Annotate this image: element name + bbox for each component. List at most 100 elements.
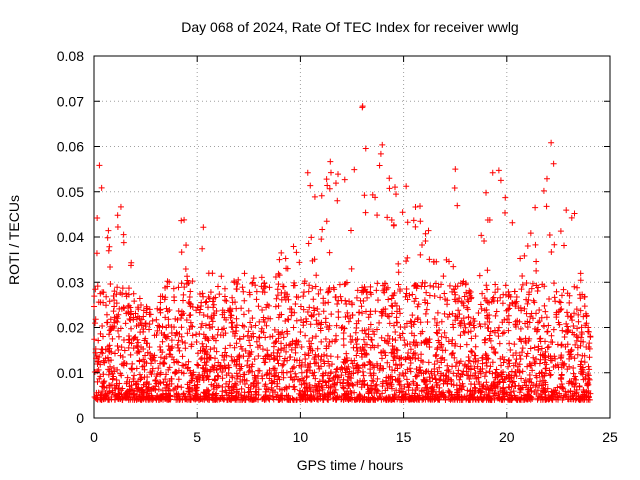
roti-point [238, 385, 245, 392]
roti-point [325, 396, 332, 403]
roti-point [368, 336, 375, 343]
roti-point [120, 336, 127, 343]
roti-point [159, 387, 166, 394]
roti-point [309, 285, 316, 292]
roti-point [283, 265, 290, 272]
roti-point [254, 344, 261, 351]
roti-point [287, 374, 294, 381]
roti-point [578, 370, 585, 377]
roti-point [415, 301, 422, 308]
roti-point [545, 343, 552, 350]
roti-point [215, 283, 222, 290]
roti-point [219, 392, 226, 399]
roti-point [248, 323, 255, 330]
roti-point [566, 299, 573, 306]
roti-point [431, 361, 438, 368]
roti-point [479, 360, 486, 367]
roti-point [384, 312, 391, 319]
x-tick-label: 15 [396, 429, 412, 445]
roti-point [101, 384, 108, 391]
roti-point [413, 365, 420, 372]
roti-point [440, 273, 447, 280]
roti-point [555, 395, 562, 402]
roti-point [372, 308, 379, 315]
roti-point [393, 387, 400, 394]
roti-point [548, 357, 555, 364]
roti-point [585, 375, 592, 382]
roti-point [225, 362, 232, 369]
roti-point [511, 382, 518, 389]
roti-point [571, 283, 578, 290]
roti-point [338, 372, 345, 379]
roti-point [463, 341, 470, 348]
roti-point [301, 278, 308, 285]
roti-point [357, 297, 364, 304]
roti-point [107, 323, 114, 330]
roti-point [475, 310, 482, 317]
roti-point [576, 383, 583, 390]
roti-point [165, 387, 172, 394]
roti-point [178, 311, 185, 318]
roti-point [292, 349, 299, 356]
roti-point [423, 306, 430, 313]
roti-point [574, 325, 581, 332]
roti-point [335, 171, 342, 178]
roti-point [258, 274, 265, 281]
roti-point [348, 357, 355, 364]
roti-point [278, 345, 285, 352]
roti-point [517, 356, 524, 363]
roti-point [144, 305, 151, 312]
roti-point [524, 242, 531, 249]
roti-point [394, 319, 401, 326]
roti-point [212, 392, 219, 399]
roti-point [397, 287, 404, 294]
roti-point [500, 379, 507, 386]
roti-point [293, 357, 300, 364]
roti-point [292, 300, 299, 307]
roti-point [457, 373, 464, 380]
roti-point [100, 299, 107, 306]
roti-point [385, 296, 392, 303]
roti-point [103, 311, 110, 318]
roti-point [335, 297, 342, 304]
roti-point [340, 335, 347, 342]
y-tick-label: 0.07 [57, 93, 84, 109]
roti-point [384, 332, 391, 339]
roti-point [354, 379, 361, 386]
roti-point [216, 291, 223, 298]
roti-point [296, 259, 303, 266]
roti-point [128, 340, 135, 347]
roti-point [386, 363, 393, 370]
roti-point [209, 298, 216, 305]
roti-point [549, 396, 556, 403]
roti-point [115, 347, 122, 354]
roti-point [464, 387, 471, 394]
roti-point [105, 396, 112, 403]
roti-point [564, 323, 571, 330]
roti-point [106, 396, 113, 403]
roti-point [384, 359, 391, 366]
roti-point [241, 270, 248, 277]
roti-point [318, 353, 325, 360]
roti-point [411, 298, 418, 305]
roti-point [454, 202, 461, 209]
roti-point [194, 373, 201, 380]
roti-point [560, 286, 567, 293]
roti-point [232, 299, 239, 306]
roti-point [421, 279, 428, 286]
roti-point [99, 388, 106, 395]
roti-point [209, 333, 216, 340]
roti-point [333, 322, 340, 329]
roti-point [239, 377, 246, 384]
roti-point [137, 320, 144, 327]
roti-point [342, 297, 349, 304]
roti-point [308, 234, 315, 241]
roti-point [106, 367, 113, 374]
roti-point [249, 315, 256, 322]
roti-point [585, 387, 592, 394]
roti-point [430, 283, 437, 290]
roti-point [325, 326, 332, 333]
roti-point [361, 377, 368, 384]
roti-point [402, 370, 409, 377]
roti-point [293, 317, 300, 324]
